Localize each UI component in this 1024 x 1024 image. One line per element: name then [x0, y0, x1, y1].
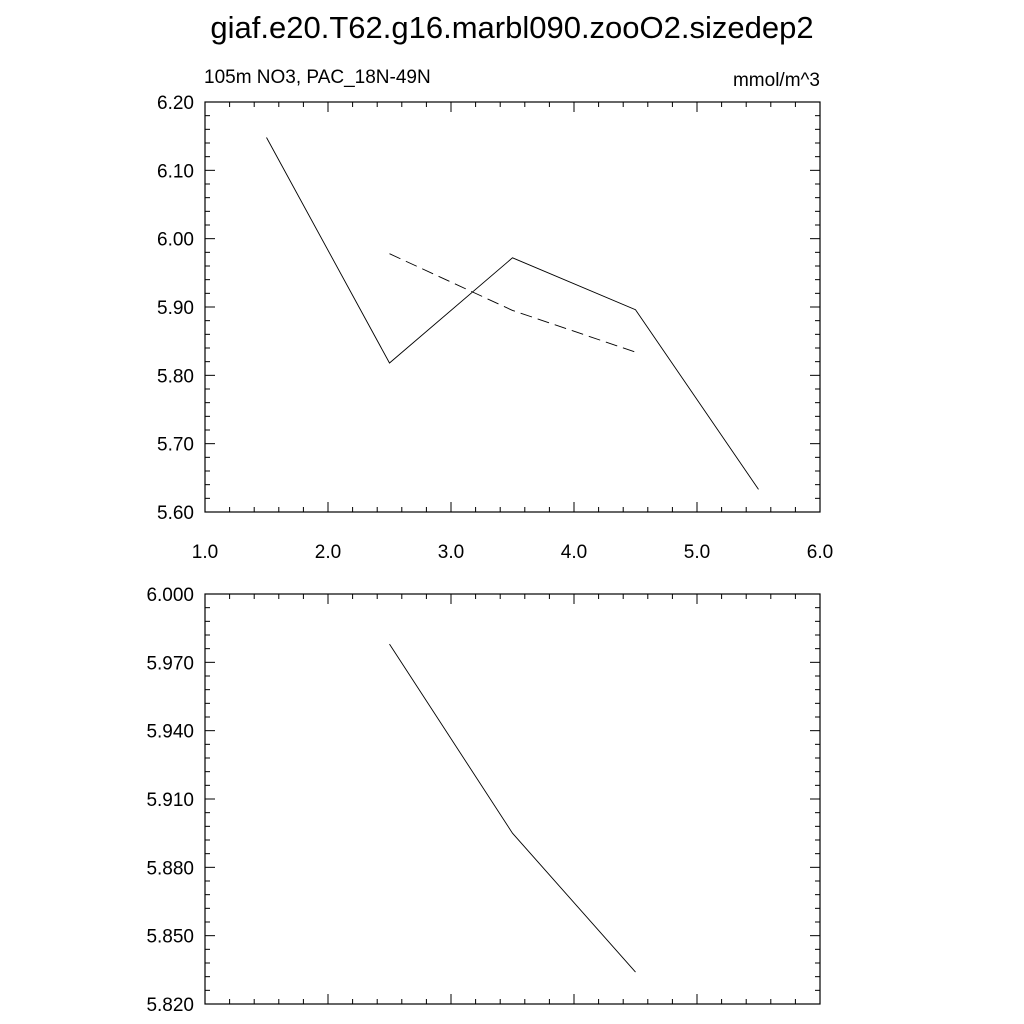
bottom-y-tick-label: 5.940: [146, 722, 194, 743]
top-x-tick-label: 3.0: [438, 542, 464, 563]
top-panel-series: [266, 137, 759, 490]
top-y-tick-label: 5.90: [157, 298, 194, 319]
top-x-tick-label: 5.0: [684, 542, 710, 563]
top-x-tick-label: 6.0: [807, 542, 833, 563]
bottom-plot-frame: [204, 593, 821, 1005]
top-y-tick-label: 6.00: [157, 230, 194, 251]
bottom-y-tick-label: 6.000: [146, 585, 194, 606]
bottom-y-tick-label: 5.850: [146, 927, 194, 948]
bottom-panel-axes: 5.820 5.850 5.880 5.910 5.940 5.970 6.000: [146, 585, 821, 1016]
top-y-tick-label: 5.80: [157, 366, 194, 387]
top-y-tick-label: 5.60: [157, 503, 194, 524]
top-x-tick-label: 1.0: [192, 542, 218, 563]
top-plot-frame: [204, 101, 821, 513]
bottom-panel-series: [389, 643, 636, 973]
bottom-y-tick-label: 5.970: [146, 653, 194, 674]
bottom-y-tick-label: 5.910: [146, 790, 194, 811]
bottom-panel: 5.820 5.850 5.880 5.910 5.940 5.970 6.000: [146, 585, 821, 1016]
top-panel-units: mmol/m^3: [733, 70, 820, 91]
top-series-line-dashed: [389, 253, 636, 353]
top-panel: 105m NO3, PAC_18N-49N mmol/m^3 1.0 2.0 3.0…: [157, 67, 833, 563]
top-y-tick-label: 5.70: [157, 435, 194, 456]
top-series-line-solid: [266, 137, 759, 490]
top-y-tick-label: 6.20: [157, 93, 194, 114]
top-panel-axes: 1.0 2.0 3.0 4.0 5.0 6.0 5.60 5.70 5.80 5.90 6.00 6.…: [157, 93, 833, 563]
top-x-tick-label: 2.0: [315, 542, 341, 563]
top-x-tick-label: 4.0: [561, 542, 587, 563]
top-panel-left-title: 105m NO3, PAC_18N-49N: [204, 67, 431, 88]
bottom-y-tick-label: 5.880: [146, 858, 194, 879]
bottom-series-line-solid: [389, 643, 636, 973]
bottom-y-tick-label: 5.820: [146, 995, 194, 1016]
figure-title: giaf.e20.T62.g16.marbl090.zooO2.sizedep2: [210, 10, 813, 45]
top-y-tick-label: 6.10: [157, 161, 194, 182]
